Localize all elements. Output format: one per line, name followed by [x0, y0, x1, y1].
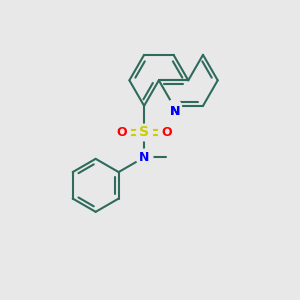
Text: O: O: [161, 126, 172, 139]
Text: N: N: [170, 105, 180, 118]
Text: S: S: [139, 125, 149, 139]
Text: N: N: [139, 151, 149, 164]
Text: N: N: [170, 105, 180, 118]
Text: O: O: [117, 126, 127, 139]
